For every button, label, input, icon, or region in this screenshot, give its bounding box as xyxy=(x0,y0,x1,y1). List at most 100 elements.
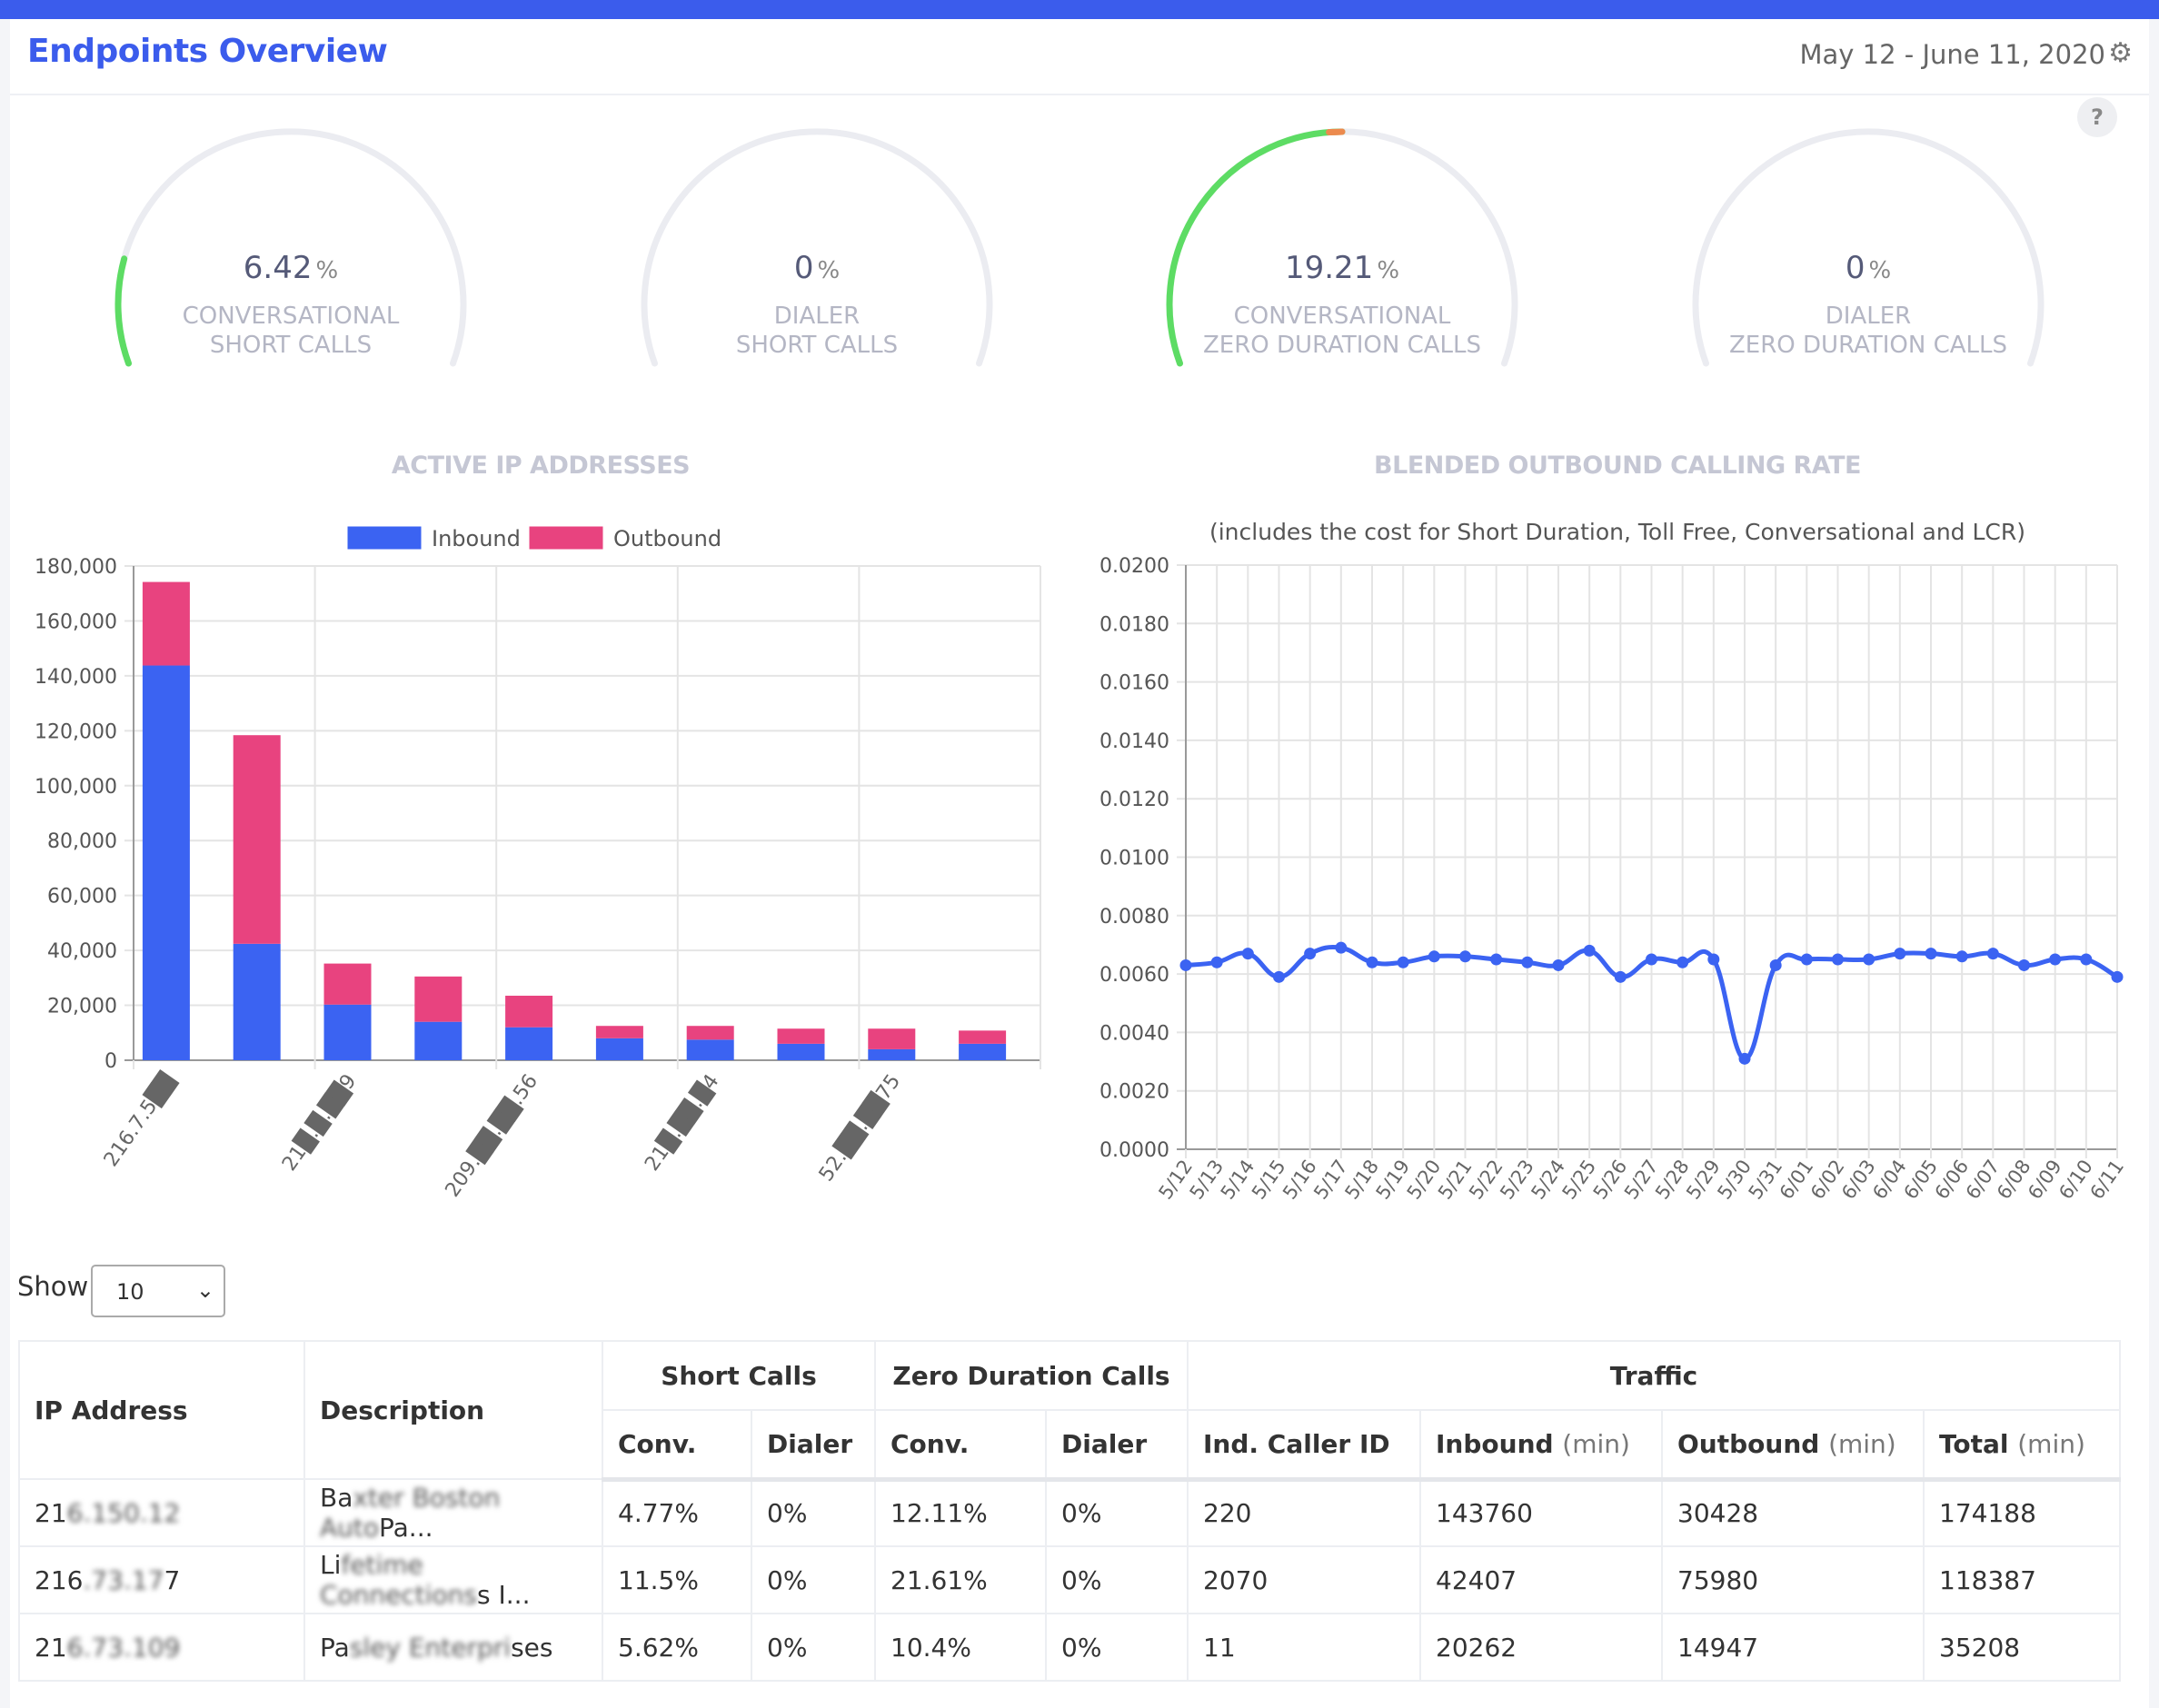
gauge-value: 0% xyxy=(793,250,841,286)
col-description[interactable]: Description xyxy=(303,1340,603,1480)
x-tick-label: 5/13 xyxy=(1186,1156,1229,1203)
table-row[interactable]: 216.73.177 Lifetime Connectionss I... 11… xyxy=(18,1545,2121,1614)
bar-outbound xyxy=(868,1028,916,1049)
gear-icon[interactable]: ⚙ xyxy=(2108,37,2133,69)
gauge-label: CONVERSATIONAL SHORT CALLS xyxy=(182,303,400,359)
bar-outbound xyxy=(323,963,372,1005)
rate-point xyxy=(1738,1052,1751,1065)
rate-point xyxy=(1769,958,1782,971)
chevron-down-icon: ⌄ xyxy=(195,1277,214,1303)
y-tick-label: 60,000 xyxy=(47,886,117,909)
group-short-calls: Short Calls xyxy=(602,1340,876,1411)
page-title: Endpoints Overview xyxy=(27,33,388,70)
cell-inbound: 42407 xyxy=(1419,1545,1663,1614)
gauge-arc xyxy=(114,128,467,367)
x-tick-label: 21█.█.██9 xyxy=(276,1069,361,1176)
col-caller-id[interactable]: Ind. Caller ID xyxy=(1187,1409,1421,1482)
col-zero-dialer[interactable]: Dialer xyxy=(1045,1409,1189,1482)
y-tick-label: 0.0160 xyxy=(1099,672,1169,695)
bar-inbound xyxy=(777,1043,825,1060)
cell-inbound: 20262 xyxy=(1419,1613,1663,1682)
y-tick-label: 0.0020 xyxy=(1099,1081,1169,1104)
col-total[interactable]: Total (min) xyxy=(1923,1409,2121,1482)
x-tick-label: 5/14 xyxy=(1217,1156,1259,1203)
gauge-value: 19.21% xyxy=(1284,250,1400,286)
y-tick-label: 160,000 xyxy=(35,611,117,633)
rate-point xyxy=(1583,944,1596,957)
gauge-fill xyxy=(1166,128,1346,367)
bar-chart-title: ACTIVE IP ADDRESSES xyxy=(391,452,691,480)
x-tick-label: 6/06 xyxy=(1931,1156,1974,1203)
x-tick-label: 6/03 xyxy=(1837,1156,1880,1203)
cell-total: 35208 xyxy=(1923,1613,2121,1682)
y-tick-label: 0.0040 xyxy=(1099,1022,1169,1045)
table-row[interactable]: 216.73.109 Pasley Enterprises 5.62% 0% 1… xyxy=(18,1613,2121,1682)
table-row[interactable]: 216.150.12 Baxter Boston AutoPa... 4.77%… xyxy=(18,1478,2121,1547)
rate-point xyxy=(1179,958,1192,971)
x-tick-label: 5/18 xyxy=(1340,1156,1383,1203)
x-tick-label: 5/15 xyxy=(1248,1156,1290,1203)
cell-zero-dialer: 0% xyxy=(1045,1478,1189,1547)
cell-outbound: 14947 xyxy=(1661,1613,1925,1682)
x-tick-label: 5/21 xyxy=(1434,1156,1477,1203)
rate-point xyxy=(1986,948,1999,960)
cell-total: 118387 xyxy=(1923,1545,2121,1614)
table-subheader-row: Conv. Dialer Conv. Dialer Ind. Caller ID… xyxy=(19,1409,2121,1482)
endpoints-table: IP Address Description Short Calls Zero … xyxy=(18,1340,2121,1682)
y-tick-label: 180,000 xyxy=(35,556,117,579)
show-entries-label: Show xyxy=(17,1271,89,1302)
rate-point xyxy=(1894,948,1906,960)
rate-point xyxy=(1707,953,1720,966)
top-accent-bar xyxy=(0,0,2159,19)
col-short-dialer[interactable]: Dialer xyxy=(751,1409,876,1482)
cell-short-dialer: 0% xyxy=(751,1613,876,1682)
rate-point xyxy=(1397,956,1409,968)
cell-short-conv: 11.5% xyxy=(602,1545,752,1614)
rate-point xyxy=(1366,956,1378,968)
bar-inbound xyxy=(868,1048,916,1060)
col-ip-address[interactable]: IP Address xyxy=(18,1340,305,1480)
cell-caller-id: 2070 xyxy=(1187,1545,1421,1614)
gauge-track xyxy=(1692,128,2045,367)
panel-header: Endpoints Overview May 12 - June 11, 202… xyxy=(10,19,2149,95)
x-tick-label: 52.██.██75 xyxy=(813,1069,905,1186)
bar-outbound xyxy=(595,1026,643,1038)
x-tick-label: 6/11 xyxy=(2085,1156,2128,1203)
x-tick-label: 5/25 xyxy=(1558,1156,1601,1203)
y-tick-label: 100,000 xyxy=(35,776,117,799)
cell-short-dialer: 0% xyxy=(751,1478,876,1547)
page-size-select[interactable]: 10 ⌄ xyxy=(91,1265,225,1317)
y-tick-label: 0.0140 xyxy=(1099,730,1169,753)
bar-outbound xyxy=(414,976,463,1022)
x-tick-label: 5/12 xyxy=(1154,1156,1197,1203)
rate-point xyxy=(2018,958,2030,971)
gauge-arc xyxy=(1166,128,1518,367)
x-tick-label: 21█.██.█4 xyxy=(640,1069,724,1176)
y-tick-label: 0.0200 xyxy=(1099,555,1169,578)
help-button[interactable]: ? xyxy=(2077,97,2117,137)
x-tick-label: 5/30 xyxy=(1713,1156,1756,1203)
line-chart-title: BLENDED OUTBOUND CALLING RATE xyxy=(1374,452,1861,480)
chart-legend: Inbound Outbound xyxy=(347,526,721,551)
rate-point xyxy=(1955,950,1968,963)
rate-point xyxy=(1273,970,1285,983)
gauge-fill-secondary xyxy=(1326,128,1346,136)
bar-inbound xyxy=(959,1043,1007,1060)
col-short-conv[interactable]: Conv. xyxy=(602,1409,752,1482)
cell-ip: 216.73.109 xyxy=(18,1613,305,1682)
cell-short-dialer: 0% xyxy=(751,1545,876,1614)
rate-point xyxy=(1614,970,1627,983)
col-outbound[interactable]: Outbound (min) xyxy=(1661,1409,1925,1482)
line-chart-subtitle: (includes the cost for Short Duration, T… xyxy=(1209,519,2025,545)
col-inbound[interactable]: Inbound (min) xyxy=(1419,1409,1663,1482)
date-range-label[interactable]: May 12 - June 11, 2020 xyxy=(1799,39,2106,70)
gauge-label: DIALER ZERO DURATION CALLS xyxy=(1728,303,2007,359)
gauge-arc xyxy=(641,128,993,367)
rate-point xyxy=(1925,948,1937,960)
y-tick-label: 0 xyxy=(104,1050,117,1073)
x-tick-label: 6/08 xyxy=(1993,1156,2035,1203)
gauge-fill xyxy=(114,255,132,367)
bar-outbound xyxy=(142,581,190,666)
rate-point xyxy=(1210,956,1223,968)
col-zero-conv[interactable]: Conv. xyxy=(874,1409,1047,1482)
